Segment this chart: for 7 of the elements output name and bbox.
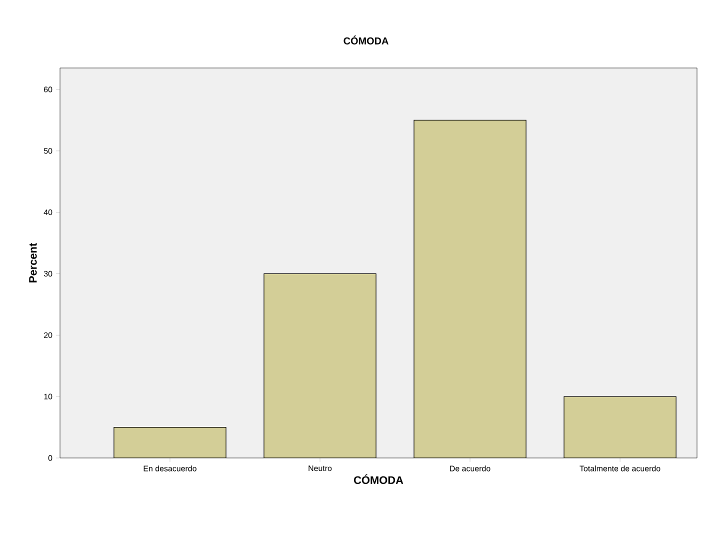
bar	[564, 396, 676, 458]
y-axis-title: Percent	[29, 243, 37, 282]
bar	[264, 273, 376, 458]
chart-title: CÓMODA	[344, 36, 388, 44]
bar	[414, 120, 526, 458]
x-axis-title: CÓMODA	[354, 474, 404, 484]
bar	[114, 427, 226, 458]
